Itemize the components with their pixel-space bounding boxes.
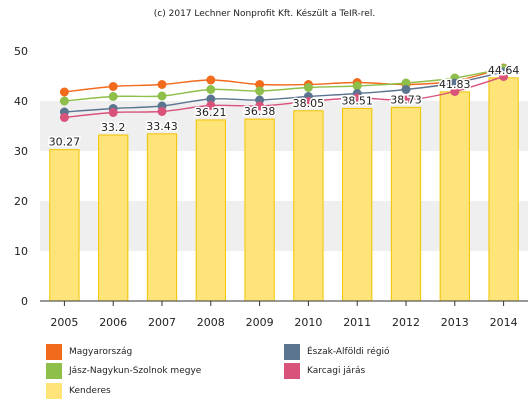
legend: Magyarország Észak-Alföldi régió Jász-Nagy…: [0, 340, 529, 406]
y-tick-label: 40: [14, 95, 28, 108]
series-3-point-2014[interactable]: [499, 72, 509, 81]
legend-label: Jász-Nagykun-Szolnok megye: [69, 366, 202, 376]
series-0-point-2009[interactable]: [255, 80, 265, 89]
series-2-point-2008[interactable]: [206, 94, 216, 104]
legend-item[interactable]: Magyarország: [46, 343, 132, 361]
series-1-point-2012[interactable]: [401, 78, 411, 88]
series-3-point-2006[interactable]: [108, 108, 118, 117]
bar-kenderes-2006[interactable]: [98, 134, 129, 302]
series-3-point-2013[interactable]: [450, 87, 460, 96]
x-tick-label: 2010: [294, 316, 322, 329]
series-0-point-2008[interactable]: [206, 75, 216, 85]
series-1-point-2009[interactable]: [255, 86, 265, 96]
legend-item[interactable]: Karcagi járás: [284, 362, 365, 380]
bar-kenderes-2009[interactable]: [244, 118, 275, 302]
bar-value-label: 33.43: [146, 120, 178, 133]
x-tick-label: 2012: [392, 316, 420, 329]
series-1-point-2006[interactable]: [108, 92, 118, 101]
bar-value-label: 36.38: [244, 105, 276, 118]
series-1-point-2005[interactable]: [59, 96, 69, 106]
bar-kenderes-2013[interactable]: [439, 91, 470, 302]
series-line-3: [64, 75, 504, 119]
credit-text: (c) 2017 Lechner Nonprofit Kft. Készült …: [153, 9, 376, 19]
bar-kenderes-2014[interactable]: [488, 77, 519, 302]
legend-label: Magyarország: [69, 347, 133, 357]
bar-value-label: 33.2: [101, 121, 126, 134]
bar-kenderes-2008[interactable]: [195, 119, 226, 302]
legend-swatch: [284, 344, 300, 360]
x-tick-label: 2005: [50, 316, 78, 329]
series-3-point-2007[interactable]: [157, 107, 167, 116]
x-tick-label: 2011: [343, 316, 371, 329]
legend-swatch: [46, 363, 62, 379]
series-3-point-2010[interactable]: [303, 97, 313, 106]
series-line-1: [64, 67, 504, 102]
series-3-point-2011[interactable]: [352, 93, 362, 103]
bar-kenderes-2007[interactable]: [146, 133, 178, 302]
legend-label: Észak-Alföldi régió: [307, 347, 390, 357]
series-2-point-2012[interactable]: [401, 85, 411, 94]
y-tick-label: 0: [21, 295, 28, 308]
plot-area: 0 10 20 30 40 50 30.27 33.2 33.43 36.21 36.38 38.05…: [14, 45, 528, 329]
legend-item[interactable]: Kenderes: [46, 382, 111, 400]
series-3-point-2005[interactable]: [59, 113, 69, 122]
legend-item[interactable]: Észak-Alföldi régió: [284, 343, 390, 361]
bar-value-label: 38.73: [390, 93, 422, 106]
y-tick-label: 20: [14, 195, 28, 208]
y-tick-label: 10: [14, 245, 28, 258]
bar-kenderes-2005[interactable]: [49, 149, 80, 302]
x-tick-label: 2014: [490, 316, 518, 329]
series-0-point-2007[interactable]: [157, 80, 167, 89]
series-line-2: [64, 71, 504, 113]
legend-item[interactable]: Jász-Nagykun-Szolnok megye: [46, 362, 201, 380]
x-tick-label: 2006: [99, 316, 127, 329]
x-tick-label: 2008: [197, 316, 225, 329]
y-tick-label: 50: [14, 45, 28, 58]
legend-swatch: [46, 383, 62, 399]
series-0-point-2006[interactable]: [108, 82, 118, 91]
legend-swatch: [284, 363, 300, 379]
series-3-point-2012[interactable]: [401, 95, 411, 105]
bar-kenderes-2011[interactable]: [342, 107, 373, 302]
series-1-point-2010[interactable]: [303, 83, 313, 92]
y-tick-label: 30: [14, 145, 28, 158]
bar-value-label: 41.83: [439, 78, 471, 91]
legend-label: Karcagi járás: [307, 366, 366, 376]
series-0-point-2005[interactable]: [59, 87, 69, 97]
legend-swatch: [46, 344, 62, 360]
bar-value-label: 44.64: [488, 64, 520, 77]
x-tick-label: 2007: [148, 316, 176, 329]
legend-label: Kenderes: [69, 386, 111, 396]
bar-kenderes-2010[interactable]: [293, 110, 324, 302]
series-3-point-2009[interactable]: [255, 101, 265, 111]
series-2-point-2013[interactable]: [450, 78, 460, 88]
bar-value-label: 38.05: [293, 97, 325, 110]
bar-value-label: 38.51: [341, 94, 373, 107]
bar-value-label: 36.21: [195, 106, 227, 119]
series-1-point-2008[interactable]: [206, 85, 216, 94]
x-tick-label: 2009: [246, 316, 274, 329]
x-tick-label: 2013: [441, 316, 469, 329]
series-1-point-2011[interactable]: [352, 81, 362, 91]
series-line-0: [64, 67, 504, 93]
series-3-point-2008[interactable]: [206, 101, 216, 110]
series-1-point-2007[interactable]: [157, 91, 167, 101]
bar-value-label: 30.27: [49, 136, 81, 149]
bar-kenderes-2012[interactable]: [390, 106, 422, 302]
